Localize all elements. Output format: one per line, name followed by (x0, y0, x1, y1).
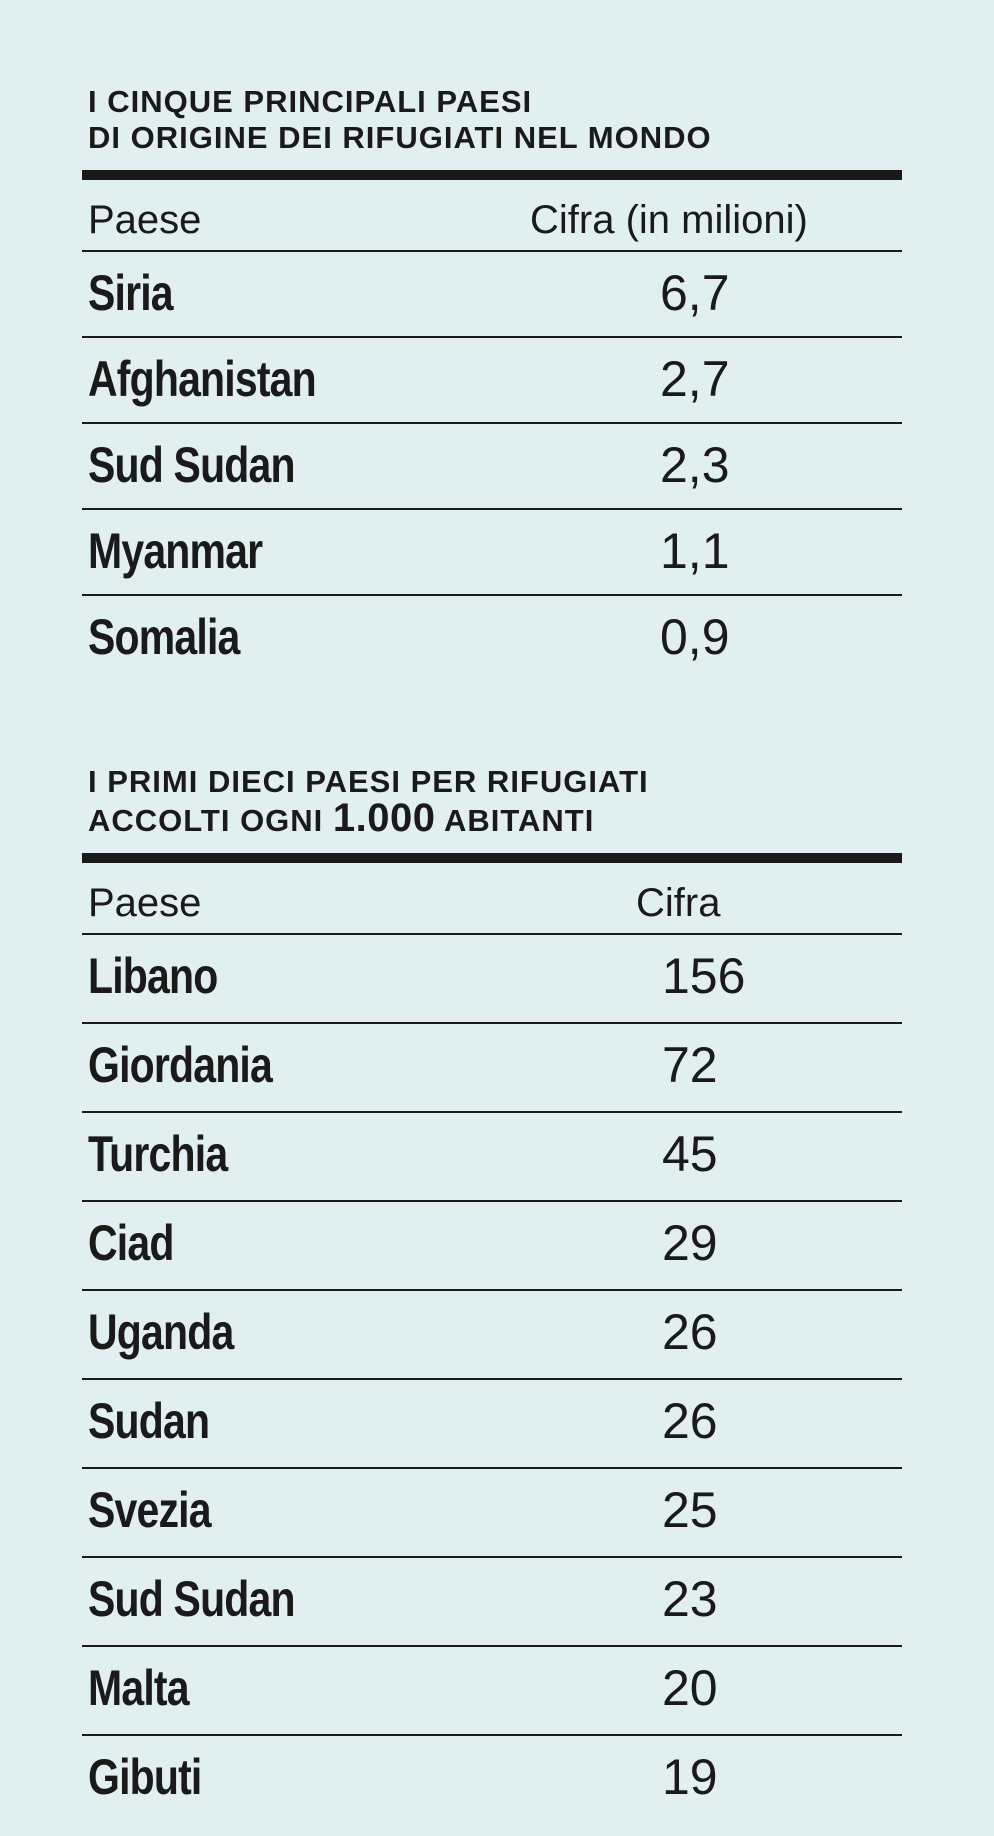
table-row: Malta 20 (82, 1647, 902, 1736)
table-row: Libano 156 (82, 935, 902, 1024)
table-row: Turchia 45 (82, 1113, 902, 1202)
header-cifra: Cifra (636, 881, 721, 925)
table-row: Gibuti 19 (82, 1736, 902, 1823)
table-row: Afghanistan 2,7 (82, 338, 902, 424)
country-name: Turchia (88, 1126, 228, 1182)
country-name: Libano (88, 948, 218, 1004)
title-line-1: I PRIMI DIECI PAESI PER RIFUGIATI (88, 764, 649, 799)
country-value: 26 (662, 1304, 718, 1360)
table-title: I CINQUE PRINCIPALI PAESI DI ORIGINE DEI… (88, 84, 902, 156)
country-name: Sud Sudan (88, 437, 296, 493)
country-value: 6,7 (660, 265, 730, 321)
table-header: Paese Cifra (in milioni) (82, 180, 902, 252)
country-name: Somalia (88, 609, 240, 665)
header-cifra: Cifra (in milioni) (530, 198, 808, 242)
title-line-1: I CINQUE PRINCIPALI PAESI (88, 84, 533, 119)
country-value: 20 (662, 1660, 718, 1716)
country-value: 1,1 (660, 523, 730, 579)
country-value: 26 (662, 1393, 718, 1449)
title-line-2-number: 1.000 (332, 796, 436, 840)
table-row: Sud Sudan 23 (82, 1558, 902, 1647)
country-name: Sud Sudan (88, 1571, 296, 1627)
country-name: Sudan (88, 1393, 210, 1449)
table-body: Siria 6,7 Afghanistan 2,7 Sud Sudan 2,3 Myanma… (82, 252, 902, 680)
country-value: 23 (662, 1571, 718, 1627)
title-rule (82, 170, 902, 180)
table-origin-countries: I CINQUE PRINCIPALI PAESI DI ORIGINE DEI… (82, 84, 902, 680)
title-line-2: DI ORIGINE DEI RIFUGIATI NEL MONDO (88, 120, 712, 155)
country-value: 72 (662, 1037, 718, 1093)
table-header: Paese Cifra (82, 863, 902, 935)
country-name: Svezia (88, 1482, 212, 1538)
country-name: Myanmar (88, 523, 263, 579)
country-value: 25 (662, 1482, 718, 1538)
country-name: Gibuti (88, 1749, 202, 1805)
table-row: Sudan 26 (82, 1380, 902, 1469)
country-name: Siria (88, 265, 174, 321)
country-name: Ciad (88, 1215, 174, 1271)
header-paese: Paese (88, 198, 202, 242)
table-title: I PRIMI DIECI PAESI PER RIFUGIATI ACCOLT… (88, 764, 902, 839)
country-value: 2,3 (660, 437, 730, 493)
country-name: Malta (88, 1660, 190, 1716)
country-value: 29 (662, 1215, 718, 1271)
table-row: Giordania 72 (82, 1024, 902, 1113)
title-line-2-pre: ACCOLTI OGNI (88, 803, 324, 838)
country-value: 19 (662, 1749, 718, 1805)
table-row: Svezia 25 (82, 1469, 902, 1558)
table-row: Siria 6,7 (82, 252, 902, 338)
title-line-2: ACCOLTI OGNI 1.000 ABITANTI (88, 798, 902, 839)
country-name: Afghanistan (88, 351, 317, 407)
table-row: Myanmar 1,1 (82, 510, 902, 596)
table-row: Uganda 26 (82, 1291, 902, 1380)
country-value: 2,7 (660, 351, 730, 407)
title-rule (82, 853, 902, 863)
table-row: Somalia 0,9 (82, 596, 902, 680)
country-name: Uganda (88, 1304, 234, 1360)
country-value: 156 (662, 948, 746, 1004)
country-value: 0,9 (660, 609, 730, 665)
title-line-2-post: ABITANTI (444, 803, 595, 838)
header-paese: Paese (88, 881, 202, 925)
table-row: Sud Sudan 2,3 (82, 424, 902, 510)
table-row: Ciad 29 (82, 1202, 902, 1291)
country-name: Giordania (88, 1037, 273, 1093)
table-body: Libano 156 Giordania 72 Turchia 45 Ciad 29 Ugand… (82, 935, 902, 1823)
table-host-countries: I PRIMI DIECI PAESI PER RIFUGIATI ACCOLT… (82, 764, 902, 1823)
country-value: 45 (662, 1126, 718, 1182)
